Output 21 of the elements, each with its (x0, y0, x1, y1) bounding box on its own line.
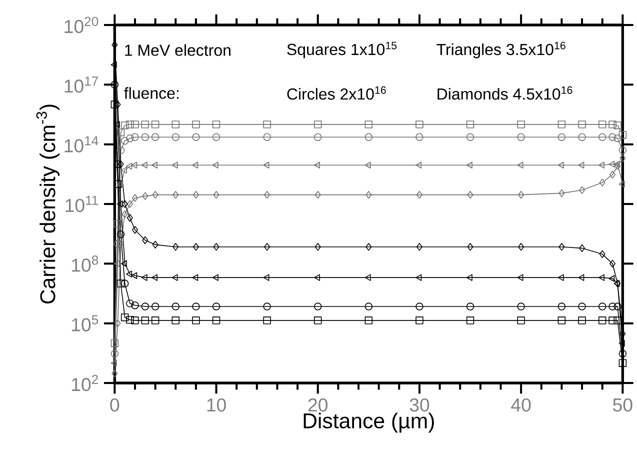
y-tick-label: 10$^{17}$ (64, 76, 98, 93)
annotation: Circles 2x10$^{16}$ (287, 86, 386, 100)
y-tick-label: 10$^{20}$ (64, 16, 98, 34)
y-axis-title: Carrier density (cm$^{-3}$) (36, 104, 60, 304)
x-tick-label: 20 (308, 398, 328, 412)
y-tick-label: 10$^{8}$ (72, 256, 98, 272)
x-axis-title: Distance (µm) (304, 412, 434, 433)
x-tick-label: 50 (613, 398, 632, 412)
x-tick-label: 40 (511, 398, 531, 412)
annotation: fluence: (124, 87, 178, 99)
annotation: 1 MeV electron (125, 44, 230, 56)
x-tick-label: 0 (110, 398, 120, 412)
y-tick-label: 10$^{5}$ (72, 315, 98, 332)
annotation: Triangles 3.5x10$^{16}$ (436, 42, 566, 58)
y-tick-label: 10$^{2}$ (72, 374, 98, 392)
x-tick-label: 10 (207, 398, 226, 412)
y-tick-label: 10$^{11}$ (66, 196, 98, 212)
annotation: Squares 1x10$^{15}$ (287, 42, 397, 58)
y-tick-label: 10$^{14}$ (64, 136, 98, 152)
annotation: Diamonds 4.5x10$^{16}$ (438, 86, 572, 100)
x-tick-label: 30 (410, 398, 430, 412)
